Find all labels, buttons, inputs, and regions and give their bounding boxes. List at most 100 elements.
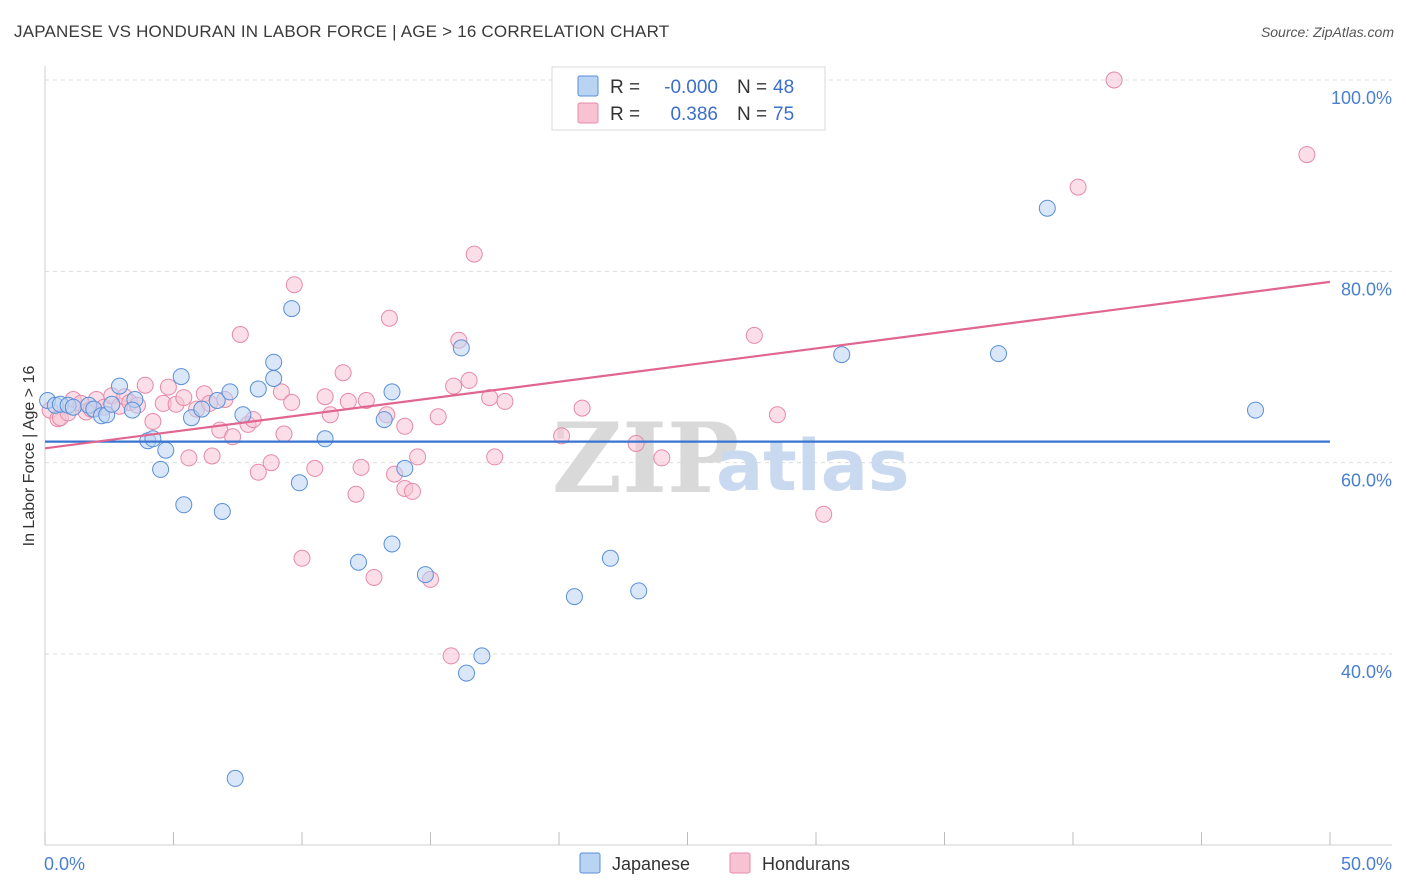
data-point — [486, 448, 504, 466]
data-point — [249, 380, 267, 398]
data-point — [334, 364, 352, 382]
data-point — [553, 427, 571, 445]
data-point — [473, 647, 491, 665]
japanese-points — [39, 199, 1264, 787]
legend-japanese-label: Japanese — [612, 854, 690, 874]
honduran-trendline — [44, 280, 1331, 450]
data-point — [1038, 199, 1056, 217]
data-point — [383, 383, 401, 401]
data-point — [283, 393, 301, 411]
data-point — [815, 505, 833, 523]
data-point — [172, 368, 190, 386]
watermark-zip: ZIP — [552, 402, 739, 515]
honduran-swatch — [577, 102, 599, 124]
data-point — [630, 582, 648, 600]
data-point — [316, 430, 334, 448]
y-axis-label: In Labor Force | Age > 16 — [21, 366, 38, 547]
y-tick-label: 60.0% — [1341, 471, 1392, 491]
data-point — [213, 503, 231, 520]
data-point — [352, 458, 370, 476]
honduran-n-label: N = — [737, 104, 767, 125]
data-point — [653, 449, 671, 467]
data-point — [396, 459, 414, 477]
data-point — [290, 474, 308, 492]
data-point — [1105, 71, 1123, 89]
data-point — [383, 535, 401, 553]
data-point — [144, 413, 162, 430]
legend-japanese-swatch — [579, 852, 601, 874]
data-point — [234, 406, 252, 424]
data-point — [180, 449, 198, 467]
honduran-n-value: 75 — [773, 104, 794, 125]
japanese-swatch — [577, 75, 599, 97]
data-point — [465, 245, 483, 263]
data-point — [496, 392, 514, 410]
data-point — [123, 401, 141, 419]
japanese-r-label: R = — [610, 77, 640, 98]
bottom-legend: Japanese Hondurans — [579, 852, 850, 874]
data-point — [347, 485, 365, 503]
data-point — [409, 448, 427, 466]
data-point — [283, 300, 301, 318]
data-point — [159, 378, 177, 396]
y-tick-label: 40.0% — [1341, 662, 1392, 682]
data-point — [768, 406, 786, 424]
data-point — [316, 388, 334, 406]
data-point — [833, 346, 851, 364]
data-point — [573, 399, 591, 417]
data-point — [416, 566, 434, 584]
data-point — [262, 454, 280, 472]
data-point — [265, 353, 283, 371]
japanese-n-value: 48 — [773, 77, 794, 98]
chart-title: JAPANESE VS HONDURAN IN LABOR FORCE | AG… — [14, 22, 670, 41]
data-point — [193, 400, 211, 418]
data-point — [208, 392, 226, 409]
data-point — [565, 588, 583, 606]
data-point — [111, 377, 128, 395]
data-point — [745, 326, 763, 344]
data-point — [1247, 401, 1264, 419]
data-point — [627, 435, 645, 452]
data-point — [357, 392, 375, 409]
data-point — [249, 463, 267, 481]
data-point — [64, 398, 82, 416]
data-point — [136, 376, 154, 394]
honduran-r-label: R = — [610, 104, 640, 125]
y-tick-label: 80.0% — [1341, 279, 1392, 299]
data-point — [365, 569, 383, 586]
watermark: ZIP atlas — [552, 402, 910, 515]
data-point — [293, 549, 311, 567]
data-point — [265, 370, 283, 387]
data-point — [460, 371, 478, 389]
data-point — [226, 769, 244, 787]
y-tick-labels: 40.0% 60.0% 80.0% 100.0% — [1331, 88, 1392, 682]
data-point — [1298, 146, 1316, 164]
data-point — [306, 459, 324, 477]
data-point — [445, 377, 463, 395]
data-point — [285, 276, 303, 294]
data-point — [1069, 178, 1087, 196]
data-point — [272, 383, 290, 401]
data-point — [175, 496, 193, 514]
japanese-r-value: -0.000 — [664, 77, 718, 98]
stats-legend: R = -0.000 N = 48 R = 0.386 N = 75 — [551, 66, 826, 131]
legend-honduran-label: Hondurans — [762, 854, 850, 874]
x-tick-label-max: 50.0% — [1341, 854, 1392, 874]
data-point — [429, 408, 447, 426]
data-point — [175, 389, 193, 407]
data-point — [152, 460, 170, 478]
data-point — [375, 411, 393, 429]
data-point — [231, 326, 249, 343]
data-point — [103, 395, 121, 413]
trendlines — [44, 280, 1331, 450]
watermark-atlas: atlas — [716, 425, 910, 507]
y-tick-label: 100.0% — [1331, 88, 1392, 108]
data-point — [601, 549, 619, 567]
data-point — [442, 647, 460, 665]
data-point — [990, 345, 1007, 363]
data-point — [458, 664, 475, 682]
data-point — [321, 406, 339, 424]
axes — [44, 66, 1392, 846]
data-point — [275, 425, 293, 443]
